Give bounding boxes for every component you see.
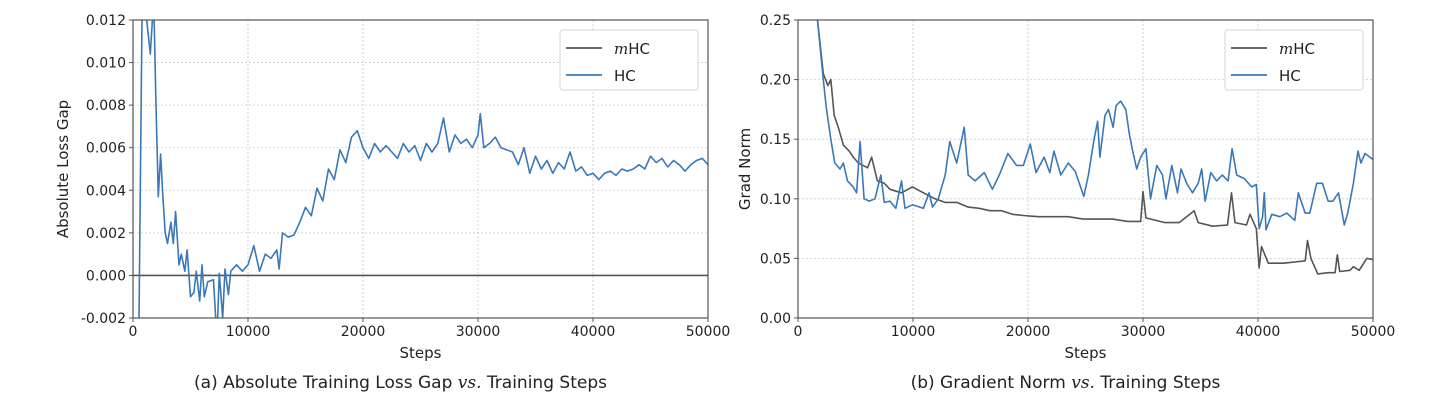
- x-axis-label: Steps: [1065, 344, 1107, 362]
- caption-vs: vs.: [1071, 373, 1095, 393]
- x-tick-label: 40000: [1236, 324, 1281, 340]
- y-axis-label: Absolute Loss Gap: [54, 100, 72, 238]
- y-tick-label: 0.012: [86, 13, 126, 29]
- y-tick-label: 0.00: [760, 311, 791, 327]
- caption-prefix: (b) Gradient Norm: [911, 373, 1072, 393]
- y-tick-label: 0.004: [86, 183, 126, 199]
- chart-caption: (b) Gradient Norm vs. Training Steps: [911, 373, 1221, 393]
- x-tick-label: 30000: [1121, 324, 1166, 340]
- y-tick-label: -0.002: [81, 311, 126, 327]
- caption-prefix: (a) Absolute Training Loss Gap: [194, 373, 458, 393]
- x-tick-label: 10000: [891, 324, 936, 340]
- legend-label-text: HC: [614, 67, 636, 85]
- caption-vs: vs.: [458, 373, 482, 393]
- y-tick-label: 0.008: [86, 98, 126, 114]
- legend-label-math: m: [614, 40, 628, 58]
- series-group: [816, 20, 1373, 275]
- y-tick-label: 0.006: [86, 141, 126, 157]
- x-tick-label: 30000: [456, 324, 501, 340]
- legend-label: HC: [1279, 67, 1301, 85]
- y-tick-label: 0.10: [760, 192, 791, 208]
- x-tick-label: 50000: [686, 324, 731, 340]
- legend-label-text: HC: [1293, 40, 1315, 58]
- legend-label-math: m: [1279, 40, 1293, 58]
- series-group: [133, 20, 708, 318]
- legend-label: mHC: [614, 40, 650, 58]
- x-tick-label: 20000: [341, 324, 386, 340]
- x-tick-label: 50000: [1351, 324, 1396, 340]
- axes-frame: [132, 19, 709, 319]
- caption-suffix: Training Steps: [1095, 373, 1221, 393]
- x-tick-label: 0: [794, 324, 803, 340]
- x-tick-label: 10000: [226, 324, 271, 340]
- x-axis-label: Steps: [400, 344, 442, 362]
- y-tick-label: 0.15: [760, 132, 791, 148]
- y-tick-label: 0.25: [760, 13, 791, 29]
- legend-label: mHC: [1279, 40, 1315, 58]
- chart-grad-norm: 0 10000 20000 30000 40000 50000 0.00 0.05 0.10 0.…: [736, 13, 1395, 393]
- axes-frame: [797, 19, 1374, 319]
- y-tick-label: 0.002: [86, 226, 126, 242]
- y-tick-label: 0.000: [86, 268, 126, 284]
- x-tick-label: 0: [129, 324, 138, 340]
- chart-caption: (a) Absolute Training Loss Gap vs. Train…: [194, 373, 607, 393]
- legend-label-text: HC: [628, 40, 650, 58]
- x-tick-label: 40000: [571, 324, 616, 340]
- y-tick-label: 0.20: [760, 73, 791, 89]
- y-axis-label: Grad Norm: [736, 128, 754, 210]
- legend-label-text: HC: [1279, 67, 1301, 85]
- chart-loss-gap: 0 10000 20000 30000 40000 50000 -0.002 0.000 0.0…: [54, 13, 731, 393]
- series-line-hc: [816, 20, 1373, 231]
- x-tick-label: 20000: [1006, 324, 1051, 340]
- caption-suffix: Training Steps: [482, 373, 608, 393]
- series-line-mhc: [816, 20, 1373, 275]
- legend-label: HC: [614, 67, 636, 85]
- y-tick-label: 0.010: [86, 56, 126, 72]
- y-tick-label: 0.05: [760, 251, 791, 267]
- series-line-hc: [138, 20, 708, 318]
